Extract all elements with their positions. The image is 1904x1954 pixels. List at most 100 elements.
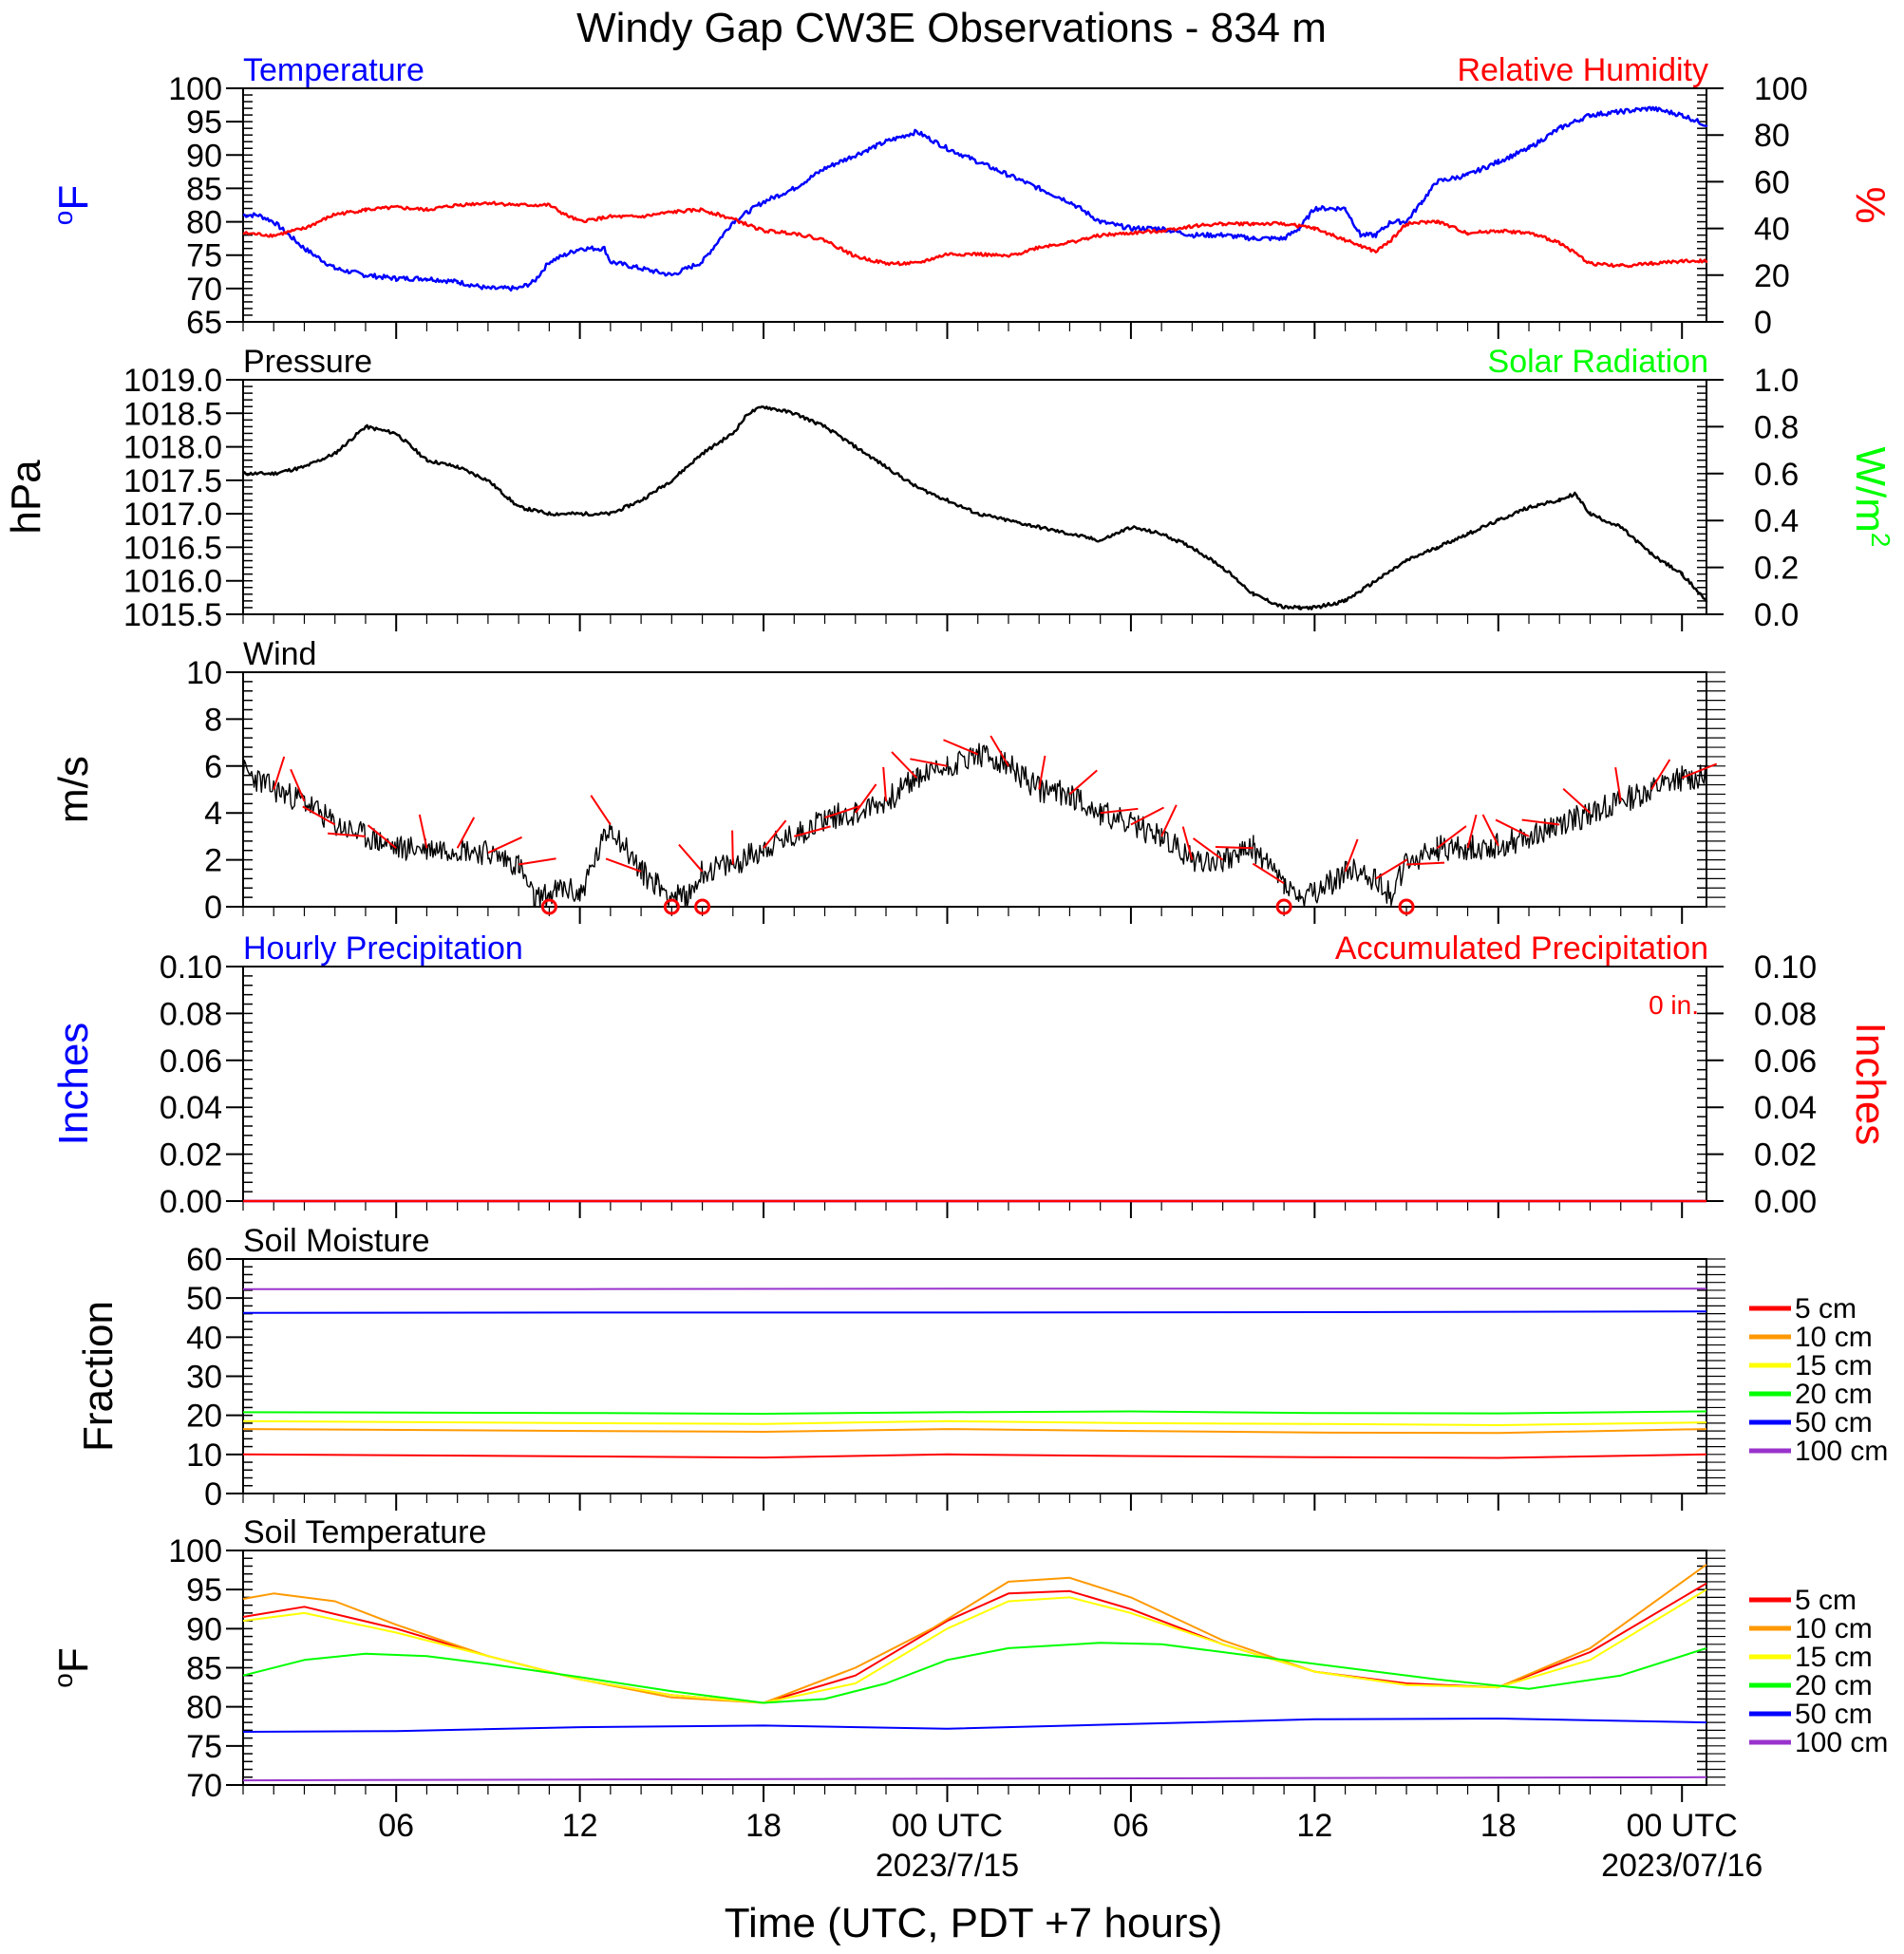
panel-precip: 0.00 0.02 0.04 0.06 0.08 0.10 0.00 0.02 0.04 0.06… — [50, 930, 1894, 1220]
y-tick-label: 1015.5 — [123, 597, 222, 633]
y-tick-label: 60 — [186, 1242, 222, 1278]
y-tick-label: 0 — [204, 1476, 222, 1512]
wind-barb — [910, 758, 948, 767]
y-tick-label: 80 — [1754, 118, 1790, 154]
wind-barb — [1521, 818, 1560, 826]
legend-label: 100 cm — [1795, 1727, 1888, 1758]
legend-label: 10 cm — [1795, 1613, 1873, 1644]
y-tick-label: 0.02 — [1754, 1137, 1817, 1174]
wind-barb — [302, 805, 336, 826]
wind-barb — [1181, 826, 1194, 860]
wind-barb — [518, 857, 556, 866]
y-tick-label: 1017.5 — [123, 463, 222, 499]
page-title: Windy Gap CW3E Observations - 834 m — [576, 5, 1327, 51]
wind-barb — [456, 817, 476, 849]
y-tick-label: 100 — [168, 1533, 222, 1569]
y-tick-label: 0.04 — [160, 1090, 222, 1126]
wind-barb — [1038, 755, 1046, 790]
wind-barb — [990, 735, 1009, 767]
y-tick-label: 2 — [204, 843, 222, 879]
plot-frame — [242, 1550, 1707, 1786]
plot-frame — [242, 1258, 1707, 1494]
y-tick-label: 0.06 — [160, 1043, 222, 1080]
y-tick-label: 60 — [1754, 164, 1790, 200]
legend-label: 20 cm — [1795, 1379, 1873, 1410]
series-line-20cm — [242, 1410, 1707, 1415]
y-tick-label: 0.10 — [160, 949, 222, 986]
y-axis-label-left: oF — [48, 185, 97, 225]
wind-barb — [1252, 862, 1285, 885]
y-axis-label-right: % — [1847, 186, 1894, 223]
x-tick-label: 12 — [562, 1808, 598, 1844]
plot-frame — [242, 379, 1707, 615]
wind-barb — [487, 836, 522, 855]
wind-barb — [273, 756, 286, 790]
degree-symbol: o — [48, 211, 78, 226]
y-tick-label: 30 — [186, 1360, 222, 1396]
series-line-5cm — [242, 1453, 1707, 1459]
panel-title-right: Accumulated Precipitation — [1335, 930, 1708, 967]
wind-barb — [1130, 806, 1165, 826]
wind-barb — [1650, 759, 1671, 791]
series-line — [242, 200, 1708, 269]
wind-barb — [1681, 762, 1718, 780]
y-tick-label: 1016.0 — [123, 564, 222, 600]
calm-marker — [663, 898, 680, 915]
wind-barb — [1375, 858, 1408, 880]
y-tick-label: 50 — [186, 1281, 222, 1317]
calm-marker — [540, 898, 557, 915]
y-tick-label: 0.4 — [1754, 503, 1799, 539]
y-tick-label: 1019.0 — [123, 363, 222, 399]
series-line-100cm — [242, 1776, 1707, 1782]
wind-barb — [854, 783, 877, 814]
legend-label: 15 cm — [1795, 1350, 1873, 1381]
y-axis-label-right: Inches — [1847, 1023, 1894, 1146]
calm-marker — [1398, 898, 1415, 915]
y-tick-label: 95 — [186, 104, 222, 141]
wind-barb — [891, 751, 917, 779]
wind-barb — [367, 824, 397, 850]
x-date-label: 2023/7/15 — [876, 1848, 1019, 1884]
y-tick-label: 0.02 — [160, 1137, 222, 1174]
y-tick-label: 10 — [186, 1437, 222, 1474]
wind-barb — [1436, 825, 1467, 850]
unit-text: F — [50, 1647, 97, 1673]
wind-barb — [1160, 804, 1178, 837]
x-tick-label: 00 UTC — [1627, 1808, 1738, 1844]
panel-title-left: Wind — [243, 636, 316, 672]
y-axis-label-left: m/s — [50, 756, 97, 823]
y-tick-label: 8 — [204, 702, 222, 738]
y-tick-label: 80 — [186, 205, 222, 241]
panel-annotation: 0 in. — [1649, 990, 1699, 1020]
y-tick-label: 0.0 — [1754, 597, 1799, 633]
y-tick-label: 0.00 — [1754, 1184, 1817, 1220]
y-tick-label: 0.00 — [160, 1184, 222, 1220]
wind-barb — [1215, 845, 1254, 850]
panels: 65707580859095100020406080100Temperature… — [3, 52, 1895, 1804]
y-tick-label: 1017.0 — [123, 497, 222, 533]
series-line — [242, 105, 1708, 292]
wind-barb — [794, 825, 831, 837]
y-tick-label: 0.2 — [1754, 551, 1799, 587]
y-tick-label: 65 — [186, 305, 222, 341]
x-axis-label: Time (UTC, PDT +7 hours) — [725, 1900, 1222, 1946]
plot-frame — [242, 671, 1707, 908]
y-axis-label-left: Inches — [50, 1023, 97, 1146]
y-tick-label: 75 — [186, 1729, 222, 1765]
wind-barb — [1466, 814, 1478, 849]
y-tick-label: 85 — [186, 171, 222, 207]
panel-title-right: Relative Humidity — [1457, 52, 1708, 88]
y-tick-label: 0 — [204, 890, 222, 926]
unit-text: W/m — [1847, 447, 1894, 533]
wind-barb — [678, 843, 704, 873]
y-tick-label: 6 — [204, 749, 222, 785]
y-tick-label: 85 — [186, 1651, 222, 1687]
y-tick-label: 20 — [186, 1399, 222, 1435]
y-tick-label: 0.8 — [1754, 409, 1799, 445]
y-tick-label: 1.0 — [1754, 363, 1799, 399]
y-tick-label: 0.08 — [160, 996, 222, 1032]
series-line — [242, 742, 1707, 908]
wind-barb — [1614, 767, 1622, 802]
